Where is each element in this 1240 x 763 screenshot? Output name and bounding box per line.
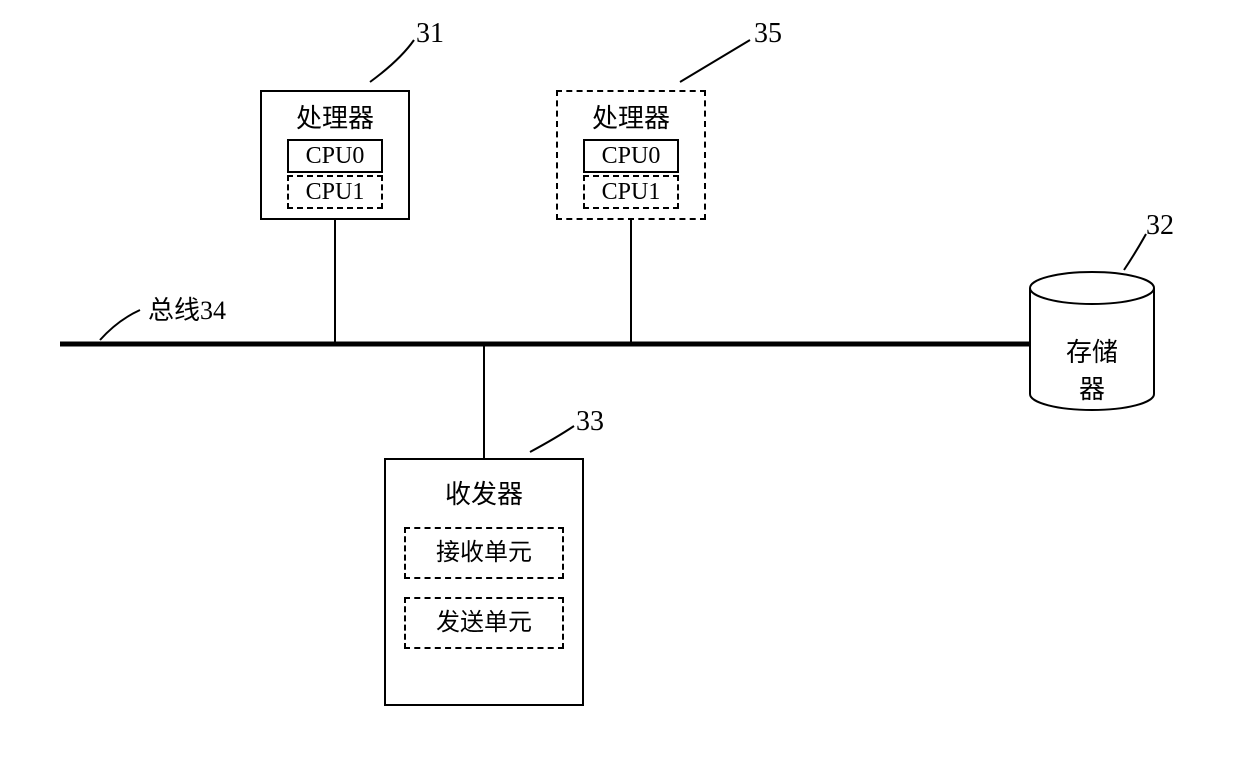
leader-35: [680, 40, 750, 82]
processor-31-title: 处理器: [296, 98, 374, 135]
storage-label: 存储器: [1054, 332, 1130, 406]
ref-35: 35: [754, 18, 782, 50]
system-block-diagram: 处理器 CPU0 CPU1 31 处理器 CPU0 CPU1 35 32 存储器…: [0, 0, 1240, 763]
leader-bus: [100, 310, 140, 340]
tx-unit: 发送单元: [404, 597, 564, 649]
processor-35-cpu1: CPU1: [583, 175, 679, 209]
rx-unit: 接收单元: [404, 527, 564, 579]
processor-31-box: 处理器 CPU0 CPU1: [260, 90, 410, 220]
processor-35-box: 处理器 CPU0 CPU1: [556, 90, 706, 220]
transceiver-box: 收发器 接收单元 发送单元: [384, 458, 584, 706]
processor-35-cpu0: CPU0: [583, 139, 679, 173]
ref-31: 31: [416, 18, 444, 50]
processor-31-cpu1: CPU1: [287, 175, 383, 209]
ref-32: 32: [1146, 210, 1174, 242]
leader-31: [370, 40, 414, 82]
processor-35-title: 处理器: [592, 98, 670, 135]
leader-33: [530, 426, 574, 452]
bus-label: 总线34: [148, 290, 226, 327]
ref-33: 33: [576, 406, 604, 438]
leader-32: [1124, 234, 1146, 270]
transceiver-title: 收发器: [445, 474, 523, 511]
processor-31-cpu0: CPU0: [287, 139, 383, 173]
